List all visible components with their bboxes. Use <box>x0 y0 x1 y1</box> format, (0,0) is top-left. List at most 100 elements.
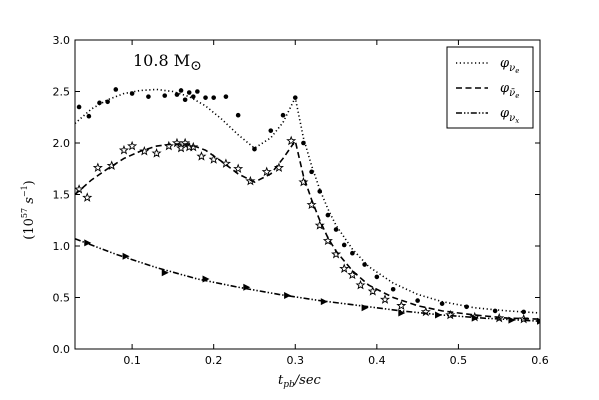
legend-label-main: φ <box>500 81 510 96</box>
series-1-point <box>86 113 92 119</box>
series-2-point <box>445 309 456 320</box>
series-2-point <box>314 220 325 230</box>
y-tick-label: 0.0 <box>53 343 71 356</box>
series-2-point <box>261 166 272 177</box>
series-3-point <box>243 283 251 291</box>
legend-label-sub: ν <box>509 63 515 74</box>
legend-label-1: φνe <box>500 56 519 75</box>
series-2-point <box>92 162 103 173</box>
series-3-point <box>435 311 443 319</box>
series-2-point <box>171 137 183 148</box>
series-2-point <box>286 135 297 146</box>
series-1-point <box>162 93 168 98</box>
series-1-point <box>362 262 367 267</box>
series-2-point <box>127 140 138 151</box>
y-axis-label-unit-exp: −1 <box>20 185 29 197</box>
y-tick-label: 2.5 <box>53 86 71 99</box>
series-3-point <box>398 309 406 317</box>
legend-label-3: φνx <box>500 106 519 125</box>
series-1-point <box>174 92 180 97</box>
series-1-point <box>464 304 469 310</box>
series-1-point <box>178 88 184 93</box>
x-tick-label: 0.6 <box>531 354 549 367</box>
series-2-point <box>298 176 309 187</box>
axis-ticks <box>75 39 541 350</box>
series-2-point <box>347 269 358 280</box>
series-2-point <box>322 235 333 246</box>
mass-annotation: 10.8 M⊙ <box>133 51 202 74</box>
series-2-point <box>306 199 317 210</box>
series-1-point <box>492 308 498 314</box>
legend-label-sub: ν <box>509 113 515 124</box>
series-1-point <box>374 274 380 280</box>
series-2-point <box>139 145 150 156</box>
y-tick-label: 1.5 <box>53 189 71 202</box>
series-1-point <box>113 87 119 92</box>
series-3-point <box>537 317 540 325</box>
series-2-point <box>245 175 256 186</box>
y-axis-label-suffix: ) <box>22 180 37 185</box>
x-axis-label-sub: pb <box>283 380 295 390</box>
series-1-point <box>350 250 355 256</box>
mass-annotation-text: 10.8 M <box>133 51 190 70</box>
plot-content <box>75 87 540 325</box>
x-axis-label-suffix: /sec <box>293 373 322 388</box>
series-2-point <box>151 148 162 158</box>
series-1-point <box>182 97 188 103</box>
series-2-point <box>220 158 231 168</box>
x-tick-label: 0.5 <box>450 354 468 367</box>
series-2-point <box>188 141 199 152</box>
series-3-point <box>202 275 210 283</box>
series-2-point <box>396 300 407 311</box>
series-2-point <box>208 154 219 164</box>
series-2-point <box>355 279 366 290</box>
series-1-point <box>341 242 347 248</box>
series-3-point <box>361 304 369 312</box>
series-2-point <box>82 192 93 202</box>
series-2-point <box>273 162 284 173</box>
series-3-line <box>75 238 540 322</box>
series-1-point <box>186 90 192 95</box>
series-1-point <box>195 89 200 94</box>
legend-label-subsub: e <box>515 67 519 75</box>
series-2-point <box>196 151 207 161</box>
series-1-point <box>280 112 286 118</box>
series-2-point <box>75 184 85 194</box>
series-1-point <box>252 146 257 152</box>
legend-label-subsub: x <box>515 117 519 125</box>
series-1-point <box>235 112 241 118</box>
series-2-line <box>75 139 540 320</box>
series-2-point <box>367 286 378 296</box>
series-1-point <box>309 169 314 175</box>
series-2-point <box>180 137 191 148</box>
sun-symbol: ⊙ <box>190 58 202 74</box>
series-1-point <box>76 104 82 110</box>
legend-label-subsub: e <box>515 92 519 100</box>
x-axis-label: tpb/sec <box>278 373 322 390</box>
y-tick-label: 1.0 <box>53 240 71 253</box>
series-2-point <box>176 142 187 153</box>
y-tick-label: 3.0 <box>53 34 71 47</box>
series-1-point <box>268 128 274 133</box>
series-2-point <box>118 144 129 155</box>
series-1-point <box>190 94 196 99</box>
series-2-point <box>233 163 244 174</box>
series-3-point <box>471 314 479 322</box>
y-axis-label-prefix: (10 <box>22 218 37 240</box>
x-tick-label: 0.3 <box>287 354 305 367</box>
y-axis-label-exp: 57 <box>20 208 29 218</box>
series-1-point <box>415 298 420 303</box>
series-3-point <box>84 239 92 247</box>
series-1-point <box>105 99 110 105</box>
series-1-point <box>203 95 208 100</box>
series-2-point <box>163 140 174 151</box>
y-axis-label: (1057 s−1) <box>20 180 37 240</box>
x-tick-label: 0.1 <box>123 354 141 367</box>
series-1-point <box>146 94 151 99</box>
legend-label-main: φ <box>500 106 510 121</box>
series-1-point <box>325 212 331 218</box>
series-3 <box>75 238 540 325</box>
axis-tick-labels: 0.1 0.2 0.3 0.4 0.5 0.6 0.0 0.5 1.0 1.5 2.0 2.5 3.0 <box>53 34 549 367</box>
series-1-point <box>211 95 216 100</box>
